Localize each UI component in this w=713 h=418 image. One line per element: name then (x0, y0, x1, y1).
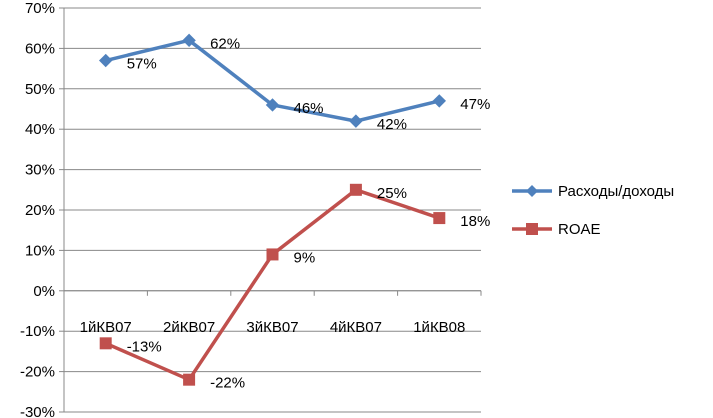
data-point-square (183, 373, 196, 386)
data-point-diamond (98, 53, 113, 68)
y-tick-label: -10% (20, 323, 55, 340)
data-label: -13% (127, 338, 162, 355)
legend-label: Расходы/доходы (558, 183, 674, 200)
data-label: 25% (377, 185, 407, 202)
data-label: 62% (210, 35, 240, 52)
data-point-diamond (182, 33, 196, 48)
data-point-diamond (349, 114, 363, 128)
data-label: 18% (460, 213, 490, 230)
gridlines (64, 7, 481, 413)
legend-item-1: Расходы/доходы (512, 183, 674, 200)
x-axis-tick-labels: 1йКВ07 2йКВ07 3йКВ07 4йКВ07 1йКВ08 (80, 319, 466, 336)
y-tick-label: 30% (25, 162, 55, 179)
x-tick-label: 2йКВ07 (163, 319, 215, 336)
series-layer: 57% 62% 46% 42% 47% -13% -22% 9% 25% 18% (98, 33, 490, 392)
legend-marker-square (526, 223, 538, 235)
data-point-square (433, 212, 446, 225)
axes (59, 7, 482, 413)
data-point-square (266, 248, 279, 261)
data-point-square (99, 337, 112, 350)
x-tick-label: 4йКВ07 (330, 319, 382, 336)
data-label: -22% (210, 375, 245, 392)
legend-label: ROAE (558, 221, 601, 238)
data-label: 9% (294, 249, 316, 266)
y-tick-label: -20% (20, 364, 55, 381)
x-tick-label: 3йКВ07 (246, 319, 298, 336)
y-tick-label: -30% (20, 404, 55, 418)
legend: Расходы/доходы ROAE (512, 183, 674, 238)
y-tick-label: 40% (25, 121, 55, 138)
legend-marker-diamond (526, 185, 538, 197)
data-label: 46% (294, 100, 324, 117)
y-tick-label: 20% (25, 202, 55, 219)
data-label: 57% (127, 56, 157, 73)
y-tick-label: 70% (25, 0, 55, 17)
series-2: -13% -22% 9% 25% 18% (99, 183, 490, 392)
y-tick-label: 50% (25, 81, 55, 98)
x-tick-label: 1йКВ07 (80, 319, 132, 336)
data-label: 42% (377, 116, 407, 133)
y-axis-tick-labels: 70% 60% 50% 40% 30% 20% 10% 0% -10% -20% -30% (20, 0, 55, 418)
data-label: 47% (460, 96, 490, 113)
y-tick-label: 0% (33, 283, 55, 300)
y-tick-label: 60% (25, 40, 55, 57)
y-tick-label: 10% (25, 242, 55, 259)
data-point-diamond (432, 94, 447, 108)
data-point-square (349, 183, 362, 196)
series-1: 57% 62% 46% 42% 47% (98, 33, 490, 133)
x-tick-label: 1йКВ08 (413, 319, 465, 336)
data-point-diamond (265, 98, 280, 112)
legend-item-2: ROAE (512, 221, 601, 238)
